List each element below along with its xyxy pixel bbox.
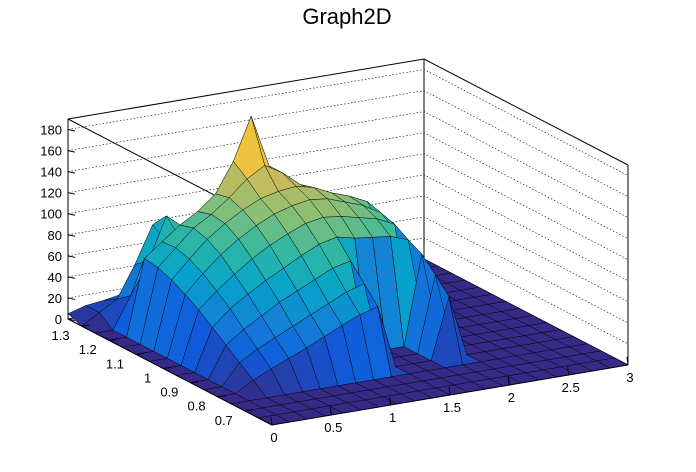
y-tick-label: 1.2 [79,342,97,357]
z-gridline-9 [67,69,629,176]
z-tick-label: 120 [40,186,62,201]
x-tick-label: 2.5 [562,380,580,395]
y-tick-label: 0.8 [188,399,206,414]
y-tick-mark [217,395,226,398]
y-tick-label: 0.7 [215,413,233,428]
z-tick-label: 0 [55,312,62,327]
y-tick-mark [135,352,145,355]
z-tick-label: 60 [48,249,62,264]
x-tick-label: 0 [270,430,277,445]
z-tick-label: 40 [48,270,62,285]
x-tick-label: 1 [389,410,396,425]
x-tick-label: 2 [508,390,515,405]
y-tick-label: 1.3 [52,328,70,343]
z-tick-mark [67,297,76,300]
z-tick-label: 160 [40,144,62,159]
y-tick-label: 0.9 [160,385,178,400]
z-tick-mark [67,129,76,132]
z-gridline-6 [67,132,629,239]
surface-mesh [67,115,629,426]
chart-title: Graph2D [302,4,391,29]
z-gridline-4 [67,174,629,282]
z-tick-mark [67,318,76,321]
x-tick-label: 3 [626,370,633,385]
x-tick-mark [389,396,392,406]
z-tick-mark [67,192,76,195]
z-tick-label: 80 [48,228,62,243]
top-back-edge [67,58,629,166]
z-tick-mark [67,255,76,258]
z-tick-mark [67,171,76,174]
y-tick-mark [244,409,253,412]
z-tick-label: 180 [40,123,62,138]
x-tick-mark [329,406,332,416]
z-gridline-8 [67,90,629,197]
y-tick-mark [108,338,117,341]
x-tick-mark [626,356,629,366]
z-tick-mark [67,213,76,216]
y-tick-mark [163,366,172,369]
z-tick-mark [67,150,76,153]
z-tick-mark [67,276,76,279]
x-tick-mark [567,366,570,376]
z-gridline-5 [67,153,629,260]
x-tick-mark [270,416,273,426]
y-tick-mark [190,381,199,384]
z-tick-mark [67,234,76,237]
x-tick-mark [448,386,451,396]
x-tick-mark [507,376,510,386]
y-tick-label: 1.1 [106,356,124,371]
y-tick-mark [81,324,90,327]
z-tick-label: 140 [40,165,62,180]
x-tick-label: 1.5 [443,400,461,415]
y-tick-label: 1 [144,370,151,385]
x-tick-label: 0.5 [324,420,342,435]
z-tick-label: 20 [48,291,62,306]
axes: 0204060801001201401601800.70.80.911.11.2… [40,123,633,445]
z-gridline-7 [67,111,629,218]
z-tick-label: 100 [40,207,62,222]
